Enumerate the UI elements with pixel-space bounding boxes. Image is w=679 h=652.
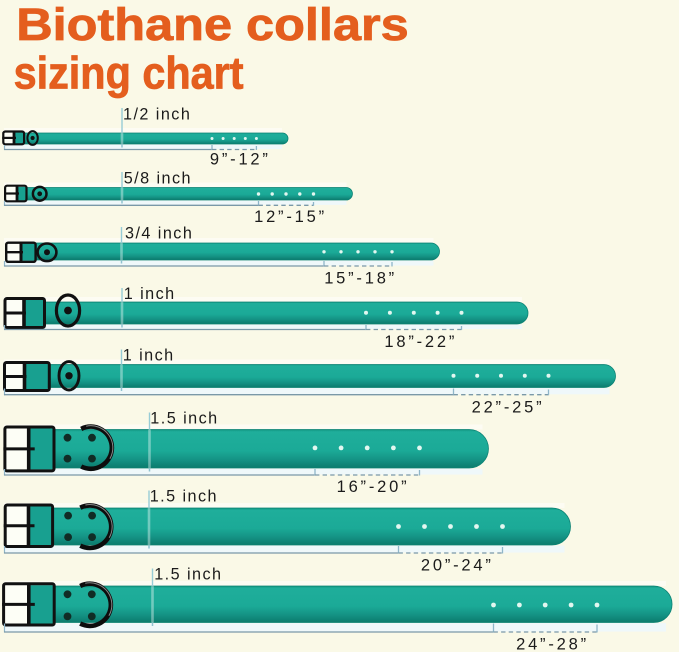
svg-text:1.5 inch: 1.5 inch [150, 409, 218, 427]
svg-text:24”-28”: 24”-28” [516, 636, 589, 652]
svg-text:5/8 inch: 5/8 inch [124, 170, 192, 188]
svg-text:15”-18”: 15”-18” [324, 270, 397, 288]
svg-text:22”-25”: 22”-25” [472, 399, 545, 417]
svg-text:12”-15”: 12”-15” [254, 208, 327, 226]
svg-text:1.5 inch: 1.5 inch [154, 566, 222, 584]
svg-text:1 inch: 1 inch [124, 285, 176, 303]
svg-text:sizing chart: sizing chart [14, 49, 244, 99]
svg-text:Biothane collars: Biothane collars [16, 0, 409, 50]
svg-text:3/4 inch: 3/4 inch [125, 225, 193, 243]
svg-text:1/2 inch: 1/2 inch [123, 106, 191, 124]
svg-text:20”-24”: 20”-24” [421, 557, 494, 575]
svg-text:18”-22”: 18”-22” [384, 333, 457, 351]
svg-text:16”-20”: 16”-20” [337, 478, 410, 496]
svg-text:1.5 inch: 1.5 inch [150, 488, 218, 506]
svg-text:1 inch: 1 inch [123, 346, 175, 364]
svg-text:9”-12”: 9”-12” [210, 151, 271, 169]
